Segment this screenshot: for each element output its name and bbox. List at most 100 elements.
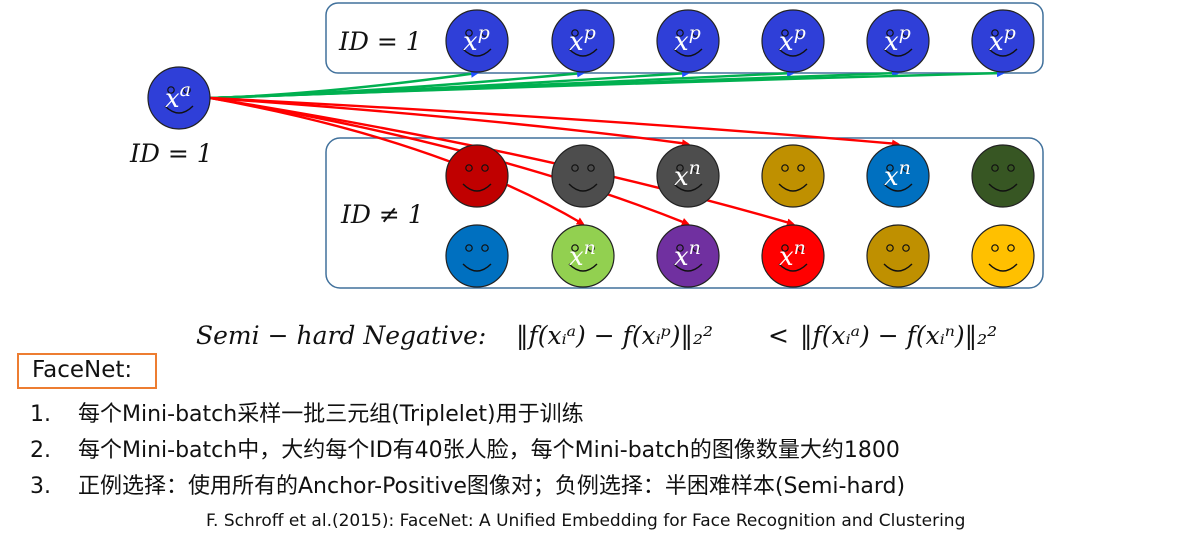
face-eye — [571, 29, 579, 37]
positive-arrow — [209, 69, 1005, 100]
face-circle — [445, 144, 509, 208]
face-smile — [568, 183, 598, 192]
negative-face — [445, 144, 509, 208]
negative-arrow — [209, 96, 585, 226]
face-eye — [902, 244, 910, 252]
face-eye — [676, 164, 684, 172]
face-label: xn — [569, 237, 596, 272]
face-smile — [883, 183, 913, 192]
face-eye — [1007, 244, 1015, 252]
list-item: 2. 每个Mini-batch中，大约每个ID有40张人脸，每个Mini-batc… — [30, 434, 905, 470]
face-superscript: p — [899, 22, 911, 44]
face-eye — [902, 29, 910, 37]
face-superscript: n — [689, 237, 701, 259]
face-eye — [692, 244, 700, 252]
list-item-text: 每个Mini-batch中，大约每个ID有40张人脸，每个Mini-batch的… — [78, 438, 900, 463]
list-item-text: 正例选择：使用所有的Anchor-Positive图像对；负例选择：半困难样本(… — [78, 474, 906, 499]
face-eye — [886, 244, 894, 252]
face-eye — [676, 29, 684, 37]
face-circle — [147, 66, 211, 130]
face-symbol: x — [674, 27, 689, 57]
face-label: xn — [674, 237, 701, 272]
face-eye — [571, 164, 579, 172]
face-smile — [568, 48, 598, 57]
list-item-text: 每个Mini-batch采样一批三元组(Triplelet)用于训练 — [78, 402, 584, 427]
face-eye — [781, 164, 789, 172]
face-eye — [587, 244, 595, 252]
list-item-number: 2. — [30, 438, 51, 463]
face-eye — [1007, 164, 1015, 172]
face-smile — [778, 183, 808, 192]
face-symbol: x — [989, 27, 1004, 57]
face-symbol: x — [569, 242, 584, 272]
face-symbol: x — [165, 84, 180, 114]
face-eye — [167, 86, 175, 94]
negative-face — [551, 144, 615, 208]
face-eye — [571, 244, 579, 252]
face-smile — [568, 263, 598, 272]
face-smile — [988, 183, 1018, 192]
negative-face — [971, 224, 1035, 288]
face-eye — [183, 86, 191, 94]
face-superscript: p — [478, 22, 490, 44]
negative-face — [445, 224, 509, 288]
facenet-title: FaceNet: — [32, 357, 133, 383]
list-item: 3. 正例选择：使用所有的Anchor-Positive图像对；负例选择：半困难样… — [30, 470, 905, 506]
face-eye — [692, 164, 700, 172]
negative-group-label: ID ≠ 1 — [340, 200, 424, 229]
face-circle — [551, 224, 615, 288]
face-superscript: p — [794, 22, 806, 44]
face-eye — [797, 244, 805, 252]
negative-face: xn — [656, 224, 720, 288]
negative-face: xn — [656, 144, 720, 208]
positive-face: xp — [971, 9, 1035, 73]
face-eye — [481, 164, 489, 172]
face-superscript: n — [584, 237, 596, 259]
formula-right: ‖f(xᵢᵃ) − f(xᵢⁿ)‖₂² — [800, 321, 997, 351]
face-symbol: x — [463, 27, 478, 57]
face-symbol: x — [779, 27, 794, 57]
face-symbol: x — [674, 162, 689, 192]
positive-face: xp — [445, 9, 509, 73]
face-eye — [991, 29, 999, 37]
face-eye — [465, 244, 473, 252]
face-eye — [991, 164, 999, 172]
face-superscript: a — [180, 79, 191, 101]
negative-arrow — [209, 96, 900, 148]
face-superscript: n — [899, 157, 911, 179]
face-circle — [551, 9, 615, 73]
list-item-number: 1. — [30, 402, 51, 427]
face-symbol: x — [569, 27, 584, 57]
negative-face — [866, 224, 930, 288]
negative-group-box — [325, 137, 1044, 289]
face-label: xp — [463, 22, 490, 57]
negative-arrow — [209, 96, 690, 148]
face-smile — [988, 48, 1018, 57]
face-circle — [656, 224, 720, 288]
positive-face: xp — [761, 9, 825, 73]
face-superscript: n — [689, 157, 701, 179]
face-circle — [445, 224, 509, 288]
face-superscript: p — [689, 22, 701, 44]
positive-group-label: ID = 1 — [338, 27, 422, 56]
negative-face: xn — [866, 144, 930, 208]
face-label: xn — [884, 157, 911, 192]
face-smile — [164, 105, 194, 114]
face-superscript: p — [1004, 22, 1016, 44]
face-smile — [883, 263, 913, 272]
face-circle — [656, 144, 720, 208]
face-eye — [465, 164, 473, 172]
facenet-title-box — [17, 353, 157, 389]
positive-face: xp — [656, 9, 720, 73]
face-symbol: x — [884, 162, 899, 192]
negative-face: xn — [551, 224, 615, 288]
list-item: 1. 每个Mini-batch采样一批三元组(Triplelet)用于训练 — [30, 398, 905, 434]
face-circle — [866, 144, 930, 208]
face-circle — [761, 9, 825, 73]
negative-face — [971, 144, 1035, 208]
face-smile — [462, 48, 492, 57]
face-smile — [462, 183, 492, 192]
face-superscript: n — [794, 237, 806, 259]
face-symbol: x — [884, 27, 899, 57]
face-circle — [971, 9, 1035, 73]
